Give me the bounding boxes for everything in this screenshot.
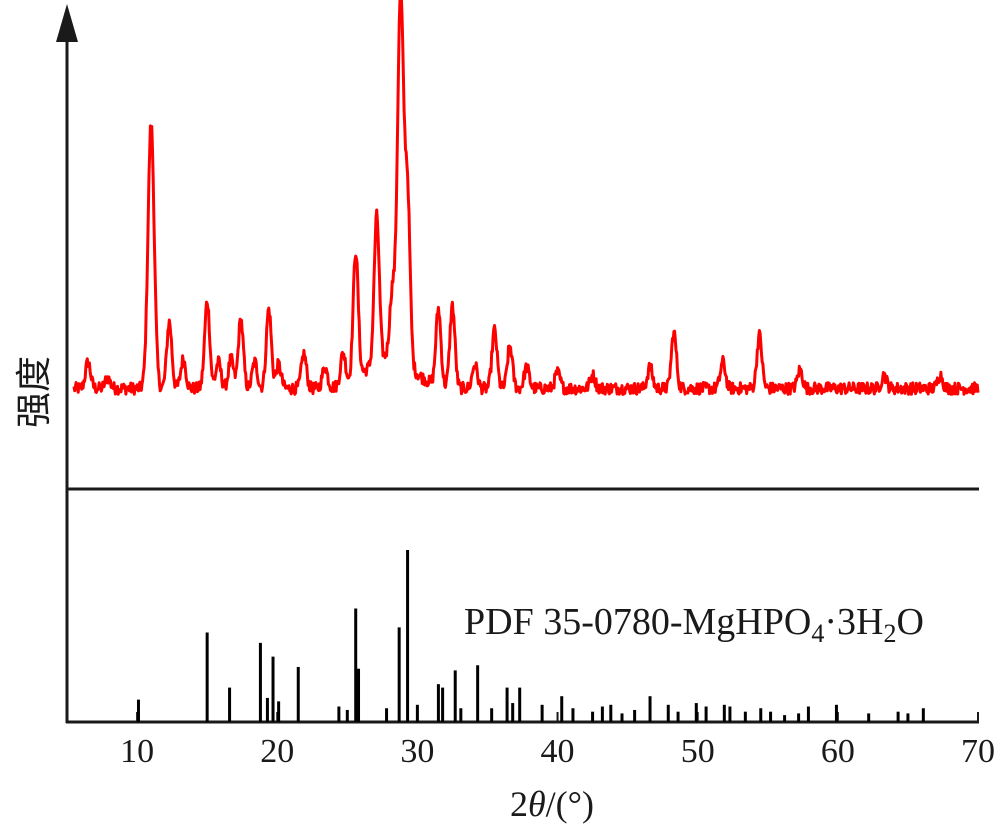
x-tick-label: 50 xyxy=(681,733,715,770)
reference-lines xyxy=(136,550,925,722)
x-tick-label: 20 xyxy=(260,733,294,770)
x-axis-label: 2θ/(°) xyxy=(510,784,594,824)
x-ticks: 10 20 30 40 50 60 70 xyxy=(120,712,995,770)
x-tick-label: 10 xyxy=(120,733,154,770)
x-tick-label: 40 xyxy=(541,733,575,770)
y-axis-arrow-icon xyxy=(56,4,78,42)
measured-pattern-line xyxy=(72,0,980,396)
reference-label: PDF 35-0780-MgHPO4·3H2O xyxy=(464,601,924,648)
x-tick-label: 60 xyxy=(821,733,855,770)
y-axis-label: 强度 xyxy=(14,356,55,428)
x-tick-label: 70 xyxy=(961,733,995,770)
x-tick-label: 30 xyxy=(400,733,434,770)
